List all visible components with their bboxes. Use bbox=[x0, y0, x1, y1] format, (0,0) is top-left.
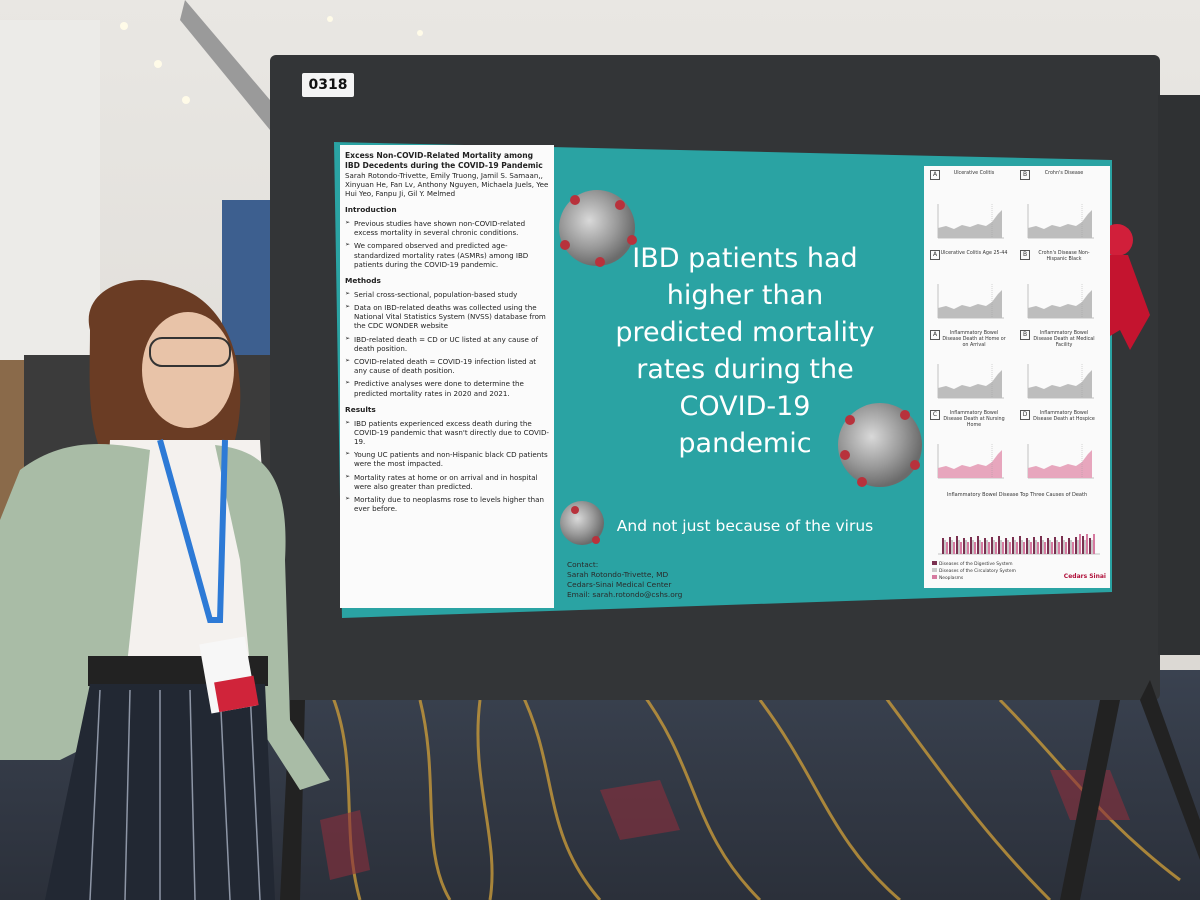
bullet-item: Data on IBD-related deaths was collected… bbox=[345, 303, 549, 331]
poster-authors: Sarah Rotondo-Trivette, Emily Truong, Ja… bbox=[345, 170, 549, 199]
contact-line: Sarah Rotondo-Trivette, MD bbox=[567, 569, 669, 579]
mini-chart-illustration bbox=[937, 444, 1004, 479]
legend-entry: Diseases of the Circulatory System bbox=[932, 568, 1016, 575]
figure-panel-item: B Inflammatory Bowel Disease Death at Med… bbox=[1020, 330, 1102, 406]
panel-letter: B bbox=[1020, 250, 1030, 260]
figure-panel: Inflammatory Bowel Disease Top Three Cau… bbox=[924, 166, 1110, 588]
headline-line: IBD patients had bbox=[632, 243, 858, 274]
panel-title: Crohn's Disease bbox=[1044, 171, 1084, 176]
panel-title: Crohn's Disease Non-Hispanic Black bbox=[1038, 251, 1090, 262]
panel-title: Inflammatory Bowel Disease Death at Hosp… bbox=[1033, 411, 1095, 422]
bottom-figure: Inflammatory Bowel Disease Top Three Cau… bbox=[930, 492, 1104, 584]
figure-panel-item: C Inflammatory Bowel Disease Death at Nur… bbox=[930, 410, 1012, 486]
board-legs bbox=[280, 680, 1200, 900]
figure-panel-item: B Crohn's Disease Non-Hispanic Black bbox=[1020, 250, 1102, 326]
mini-chart-illustration bbox=[937, 204, 1004, 239]
bullet-item: COVID-related death = COVID-19 infection… bbox=[345, 357, 549, 375]
panel-title: Ulcerative Colitis bbox=[953, 171, 995, 176]
mini-chart-illustration bbox=[1027, 204, 1094, 239]
section-heading: Introduction bbox=[345, 205, 397, 215]
legend: Diseases of the Digestive SystemDiseases… bbox=[932, 561, 1052, 582]
figure-panel-item: B Crohn's Disease bbox=[1020, 170, 1102, 246]
panel-letter: D bbox=[1020, 410, 1030, 420]
headline-line: higher than bbox=[666, 280, 824, 311]
section-heading: Methods bbox=[345, 276, 381, 286]
headline-line: pandemic bbox=[678, 428, 812, 459]
poster-headline: IBD patients had higher than predicted mor… bbox=[585, 240, 905, 462]
poster-text-panel: Excess Non-COVID-Related Mortality among… bbox=[340, 145, 554, 608]
mini-chart-illustration bbox=[1027, 364, 1094, 399]
person bbox=[0, 280, 330, 900]
figure-panel-item: A Ulcerative Colitis bbox=[930, 170, 1012, 246]
figure-panel-item: A Ulcerative Colitis Age 25-44 bbox=[930, 250, 1012, 326]
truss bbox=[180, 0, 270, 130]
headline-line: rates during the bbox=[636, 354, 854, 385]
mini-chart-illustration bbox=[937, 364, 1004, 399]
panel-title: Inflammatory Bowel Disease Death at Home… bbox=[942, 331, 1006, 348]
section-heading: Results bbox=[345, 404, 376, 414]
wall-screen bbox=[0, 20, 100, 360]
bullet-item: IBD-related death = CD or UC listed at a… bbox=[345, 335, 549, 353]
board-number: 0318 bbox=[302, 73, 354, 97]
mini-chart-illustration bbox=[1027, 444, 1094, 479]
bullet-item: IBD patients experienced excess death du… bbox=[345, 419, 549, 447]
virus-illustration bbox=[559, 190, 922, 545]
bullet-item: Young UC patients and non-Hispanic black… bbox=[345, 450, 549, 468]
bullet-item: Previous studies have shown non-COVID-re… bbox=[345, 219, 549, 237]
bullet-item: Mortality rates at home or on arrival an… bbox=[345, 473, 549, 491]
figure-panel-item: A Inflammatory Bowel Disease Death at Hom… bbox=[930, 330, 1012, 406]
contact-block: Contact: Sarah Rotondo-Trivette, MD Cedars… bbox=[567, 560, 682, 600]
mini-chart-illustration bbox=[1027, 284, 1094, 319]
panel-title: Ulcerative Colitis Age 25-44 bbox=[940, 251, 1008, 256]
panel-title: Inflammatory Bowel Disease Death at Nurs… bbox=[943, 411, 1005, 428]
mini-chart-illustration bbox=[937, 284, 1004, 319]
headline-line: COVID-19 bbox=[679, 391, 811, 422]
panel-letter: B bbox=[1020, 330, 1030, 340]
poster-subline: And not just because of the virus bbox=[616, 517, 874, 535]
panel-letter: A bbox=[930, 250, 940, 260]
legend-entry: Diseases of the Digestive System bbox=[932, 561, 1013, 568]
legend-entry: Neoplasms bbox=[932, 575, 963, 582]
figure-panel-item: D Inflammatory Bowel Disease Death at Hos… bbox=[1020, 410, 1102, 486]
bullet-item: We compared observed and predicted age-s… bbox=[345, 241, 549, 269]
panel-letter: C bbox=[930, 410, 940, 420]
contact-line: Contact: bbox=[567, 560, 599, 569]
panel-letter: B bbox=[1020, 170, 1030, 180]
panel-letter: A bbox=[930, 170, 940, 180]
logo: Cedars Sinai bbox=[1063, 573, 1106, 580]
blue-wall bbox=[222, 200, 274, 360]
bullet-item: Serial cross-sectional, population-based… bbox=[345, 290, 549, 299]
bullet-item: Predictive analyses were done to determi… bbox=[345, 379, 549, 397]
bullet-item: Mortality due to neoplasms rose to level… bbox=[345, 495, 549, 513]
bar-chart-illustration bbox=[938, 534, 1100, 555]
headline-line: predicted mortality bbox=[615, 317, 875, 348]
panel-title: Inflammatory Bowel Disease Death at Medi… bbox=[1033, 331, 1095, 348]
contact-line: Cedars-Sinai Medical Center bbox=[567, 579, 672, 589]
contact-line: Email: sarah.rotondo@cshs.org bbox=[567, 589, 683, 599]
figure-title: Inflammatory Bowel Disease Top Three Cau… bbox=[946, 492, 1088, 498]
poster-title: Excess Non-COVID-Related Mortality among… bbox=[345, 151, 543, 170]
panel-letter: A bbox=[930, 330, 940, 340]
